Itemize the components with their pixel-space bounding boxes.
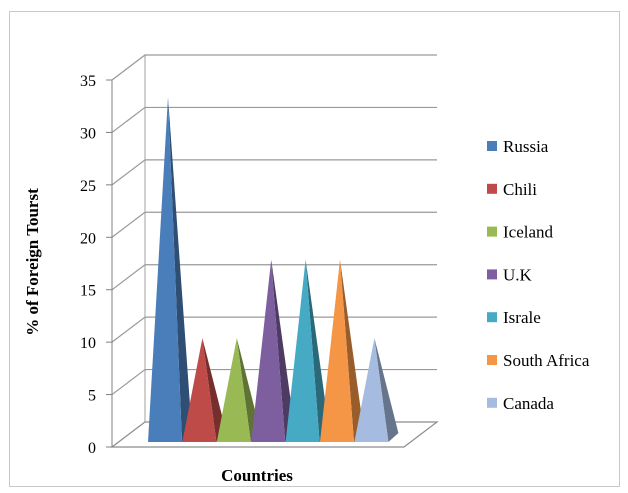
y-tick-label: 0 — [88, 440, 96, 457]
y-tick-label: 25 — [80, 178, 96, 195]
pyramid-front-face — [148, 96, 182, 442]
pyramid-bar — [148, 96, 192, 442]
pyramid-side-face — [202, 338, 227, 442]
legend-label: Iceland — [503, 223, 554, 242]
gridline — [111, 211, 437, 238]
legend-label: U.K — [503, 265, 533, 284]
y-axis-label: % of Foreign Tourst — [23, 188, 42, 336]
legend-swatch — [487, 226, 497, 237]
pyramid-front-face — [216, 338, 251, 442]
pyramid-bar — [251, 259, 296, 442]
legend-label: South Africa — [503, 351, 590, 370]
pyramid-front-face — [285, 259, 320, 442]
legend-item: South Africa — [487, 351, 590, 370]
pyramid-side-face — [340, 259, 364, 442]
legend-label: Chili — [503, 180, 537, 199]
legend-label: Russia — [503, 137, 549, 156]
legend-swatch — [487, 269, 497, 280]
y-tick-label: 35 — [80, 73, 96, 90]
pyramid-front-face — [354, 338, 389, 442]
pyramid-bars — [148, 96, 399, 442]
legend-item: Canada — [487, 394, 554, 413]
gridline — [111, 54, 437, 81]
legend-swatch — [487, 183, 497, 194]
pyramid-bar — [354, 338, 399, 442]
legend-swatch — [487, 355, 497, 365]
y-tick-label: 10 — [80, 335, 96, 352]
pyramid-side-face — [168, 96, 192, 442]
legend-item: Iceland — [487, 223, 554, 242]
legend-swatch — [487, 141, 497, 151]
pyramid-front-face — [182, 338, 217, 442]
pyramid-bar — [285, 259, 330, 442]
pyramid-front-face — [320, 259, 354, 442]
pyramid-side-face — [374, 338, 399, 442]
legend-item: Israle — [487, 308, 541, 327]
y-tick-label: 5 — [88, 388, 96, 405]
x-axis-label: Countries — [221, 466, 293, 485]
legend-label: Canada — [503, 394, 554, 413]
gridline — [111, 106, 437, 133]
chart-walls — [111, 53, 146, 448]
pyramid-side-face — [271, 259, 296, 442]
legend-label: Israle — [503, 308, 541, 327]
pyramid-front-face — [251, 259, 286, 442]
pyramid-bar — [320, 259, 364, 442]
y-axis-ticks: 0 5 10 15 20 25 30 35 — [80, 73, 113, 457]
y-tick-label: 20 — [80, 230, 96, 247]
side-wall — [111, 53, 146, 448]
gridline — [111, 159, 437, 186]
y-tick-label: 30 — [80, 125, 96, 142]
legend-swatch — [487, 312, 497, 323]
pyramid-bar — [182, 338, 227, 442]
legend-item: Chili — [487, 180, 537, 199]
y-tick-label: 15 — [80, 283, 96, 300]
legend-swatch — [487, 397, 497, 408]
legend-item: Russia — [487, 137, 549, 156]
legend-item: U.K — [487, 265, 533, 284]
legend: Russia Chili Iceland U.K Israle South Africa C… — [487, 137, 590, 413]
pyramid-side-face — [305, 259, 330, 442]
